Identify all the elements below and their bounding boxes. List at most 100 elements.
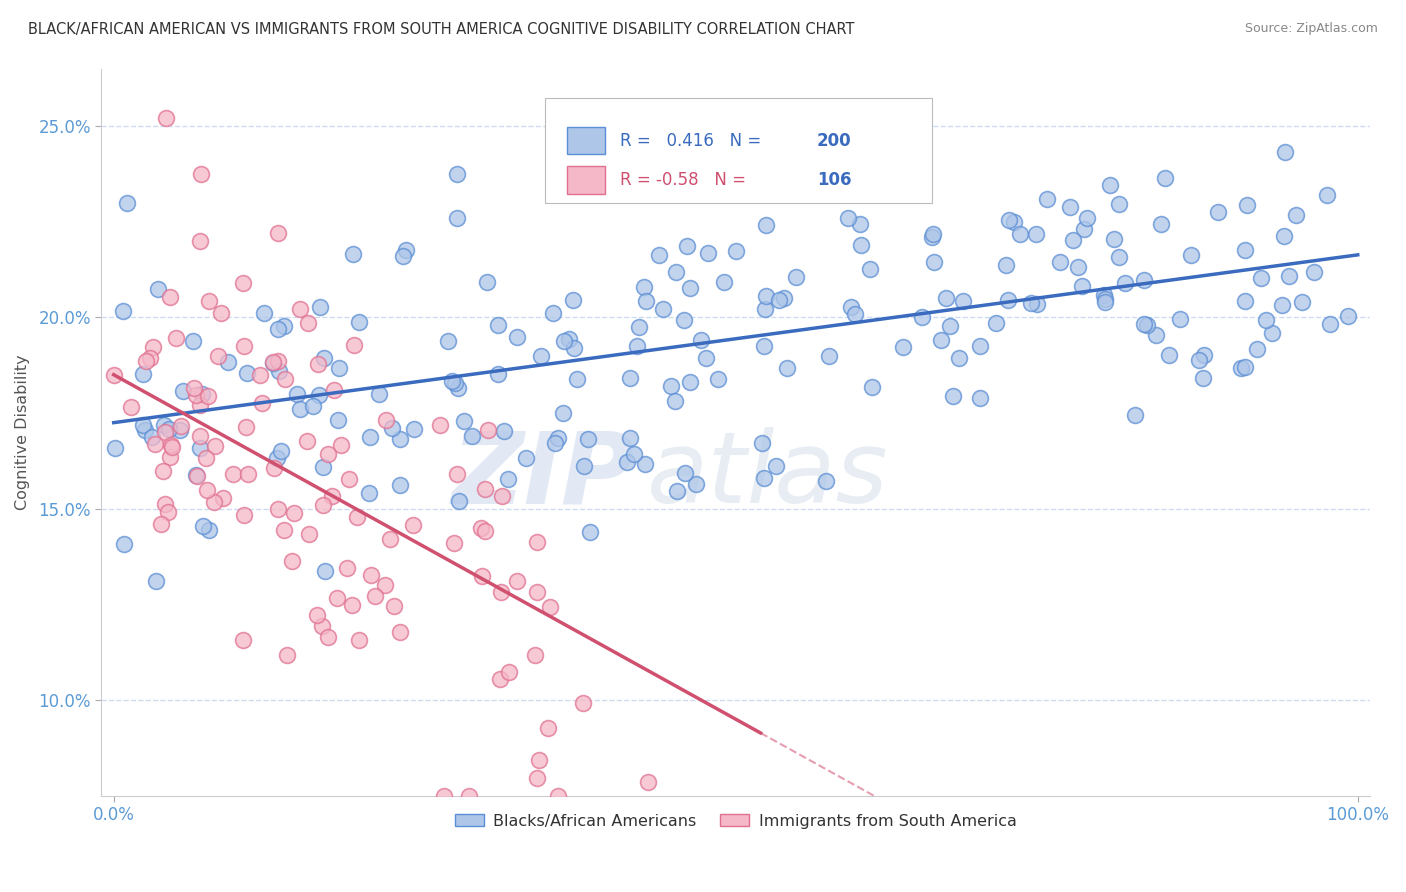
Point: [1002, 215, 1025, 229]
Point: [112, 537, 135, 551]
Point: [619, 371, 641, 385]
Point: [283, 506, 305, 520]
Point: [146, 282, 169, 296]
Point: [153, 425, 176, 440]
Point: [1261, 326, 1284, 340]
Point: [527, 753, 550, 767]
Point: [404, 422, 426, 436]
Point: [134, 423, 156, 437]
Point: [526, 585, 548, 599]
Point: [986, 316, 1008, 330]
Point: [132, 367, 155, 381]
Point: [207, 349, 229, 363]
Point: [188, 398, 211, 412]
Point: [149, 516, 172, 531]
Point: [204, 439, 226, 453]
Point: [849, 238, 872, 252]
Point: [1233, 360, 1256, 375]
Point: [1236, 198, 1258, 212]
Point: [1070, 279, 1092, 293]
Point: [131, 418, 153, 433]
Point: [891, 340, 914, 354]
Point: [443, 536, 465, 550]
Point: [616, 455, 638, 469]
Point: [1188, 353, 1211, 368]
Point: [401, 518, 423, 533]
Point: [233, 508, 256, 523]
Point: [368, 386, 391, 401]
Point: [1230, 361, 1253, 376]
Point: [1123, 409, 1146, 423]
Point: [664, 394, 686, 409]
Point: [486, 318, 509, 332]
Point: [997, 293, 1019, 308]
Point: [297, 316, 319, 330]
Point: [142, 340, 165, 354]
Point: [197, 523, 219, 537]
Point: [253, 306, 276, 320]
Text: R =   0.416   N =: R = 0.416 N =: [620, 131, 766, 150]
Point: [329, 438, 352, 452]
Point: [713, 275, 735, 289]
Point: [574, 459, 596, 474]
Point: [679, 376, 702, 390]
Point: [270, 443, 292, 458]
Point: [755, 289, 778, 303]
Point: [458, 789, 481, 803]
Point: [553, 334, 575, 348]
Point: [186, 469, 208, 483]
Point: [1206, 205, 1229, 219]
Point: [266, 502, 288, 516]
Point: [1194, 348, 1216, 362]
Point: [578, 525, 600, 540]
Point: [307, 357, 329, 371]
Point: [135, 354, 157, 368]
Point: [349, 633, 371, 648]
Point: [312, 351, 335, 366]
Point: [235, 366, 257, 380]
Point: [202, 495, 225, 509]
Point: [153, 498, 176, 512]
Point: [395, 243, 418, 257]
Point: [523, 648, 546, 662]
Point: [471, 569, 494, 583]
Point: [349, 315, 371, 329]
Point: [1234, 243, 1257, 257]
Point: [695, 351, 717, 366]
Point: [1094, 287, 1116, 301]
Point: [141, 430, 163, 444]
Point: [312, 460, 335, 475]
Point: [1136, 318, 1159, 333]
Point: [436, 334, 458, 348]
Legend: Blacks/African Americans, Immigrants from South America: Blacks/African Americans, Immigrants fro…: [449, 807, 1024, 835]
Point: [572, 696, 595, 710]
Point: [1250, 271, 1272, 285]
Point: [157, 505, 180, 519]
Point: [342, 247, 364, 261]
Point: [308, 301, 330, 315]
Point: [267, 226, 290, 240]
Point: [859, 261, 882, 276]
Point: [312, 498, 335, 512]
Point: [939, 319, 962, 334]
Point: [526, 771, 548, 785]
Point: [288, 302, 311, 317]
Point: [1256, 313, 1278, 327]
Point: [160, 440, 183, 454]
Point: [302, 400, 325, 414]
Point: [360, 568, 382, 582]
Point: [1271, 297, 1294, 311]
Point: [690, 333, 713, 347]
Point: [666, 483, 689, 498]
Point: [696, 246, 718, 260]
Point: [157, 422, 180, 436]
Point: [564, 341, 586, 355]
Point: [474, 482, 496, 496]
Point: [447, 494, 470, 508]
Point: [447, 381, 470, 395]
Point: [477, 423, 499, 437]
Point: [311, 619, 333, 633]
Point: [337, 472, 360, 486]
Point: [380, 532, 402, 546]
Point: [515, 450, 537, 465]
